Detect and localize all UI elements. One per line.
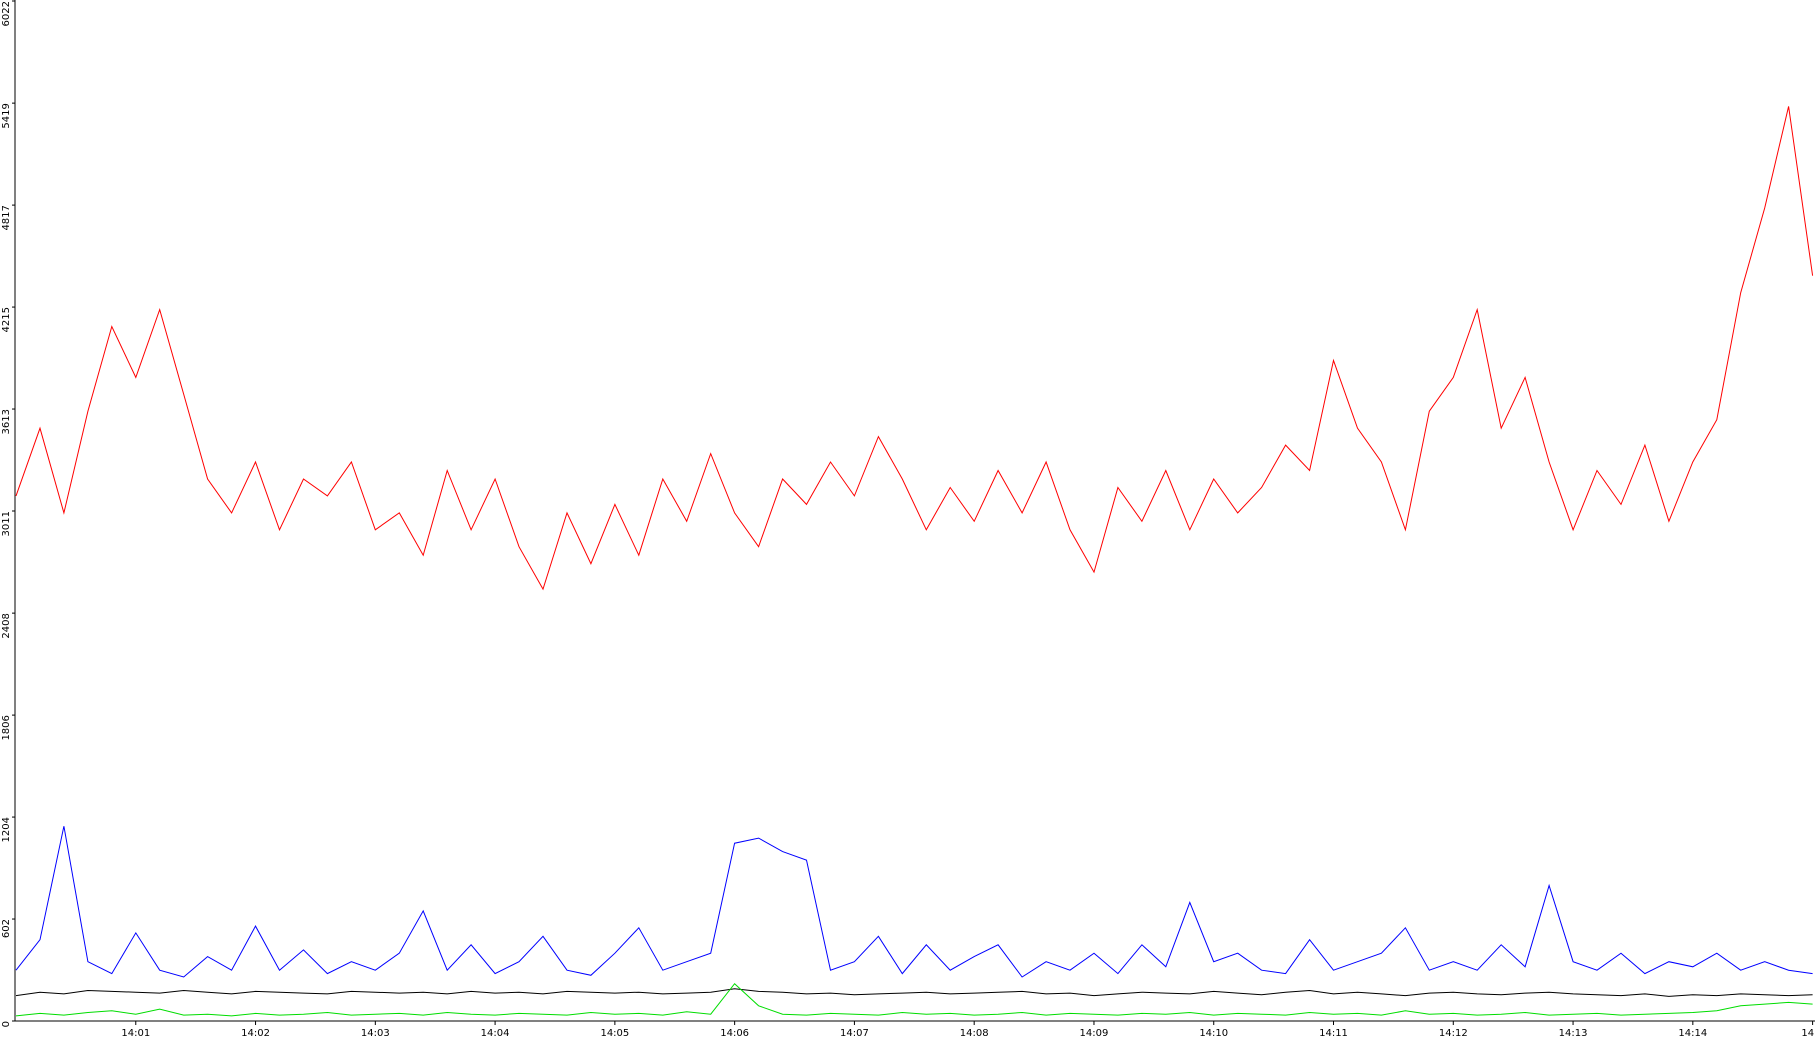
x-tick-label: 14:02: [241, 1028, 270, 1039]
x-tick-label: 14:09: [1080, 1028, 1109, 1039]
series-line: [15, 106, 1814, 591]
y-tick-label: 1806: [1, 715, 12, 740]
y-tick-label: 4817: [1, 205, 12, 230]
x-tick-label: 14:03: [361, 1028, 390, 1039]
x-tick-label: 14:11: [1319, 1028, 1348, 1039]
x-tick-label: 14:01: [121, 1028, 150, 1039]
x-tick-label: 14:12: [1439, 1028, 1468, 1039]
y-tick-label: 4215: [1, 307, 12, 332]
y-tick-label: 3011: [1, 511, 12, 536]
x-tick-label: 14:13: [1559, 1028, 1588, 1039]
x-tick-label: 14:05: [600, 1028, 629, 1039]
y-tick-label: 3613: [1, 409, 12, 434]
series-line: [15, 982, 1813, 1017]
y-tick-label: 1204: [1, 817, 12, 842]
x-tick-label: 14:08: [960, 1028, 989, 1039]
y-tick-label: 5419: [1, 103, 12, 128]
y-tick-label: 602: [1, 919, 12, 938]
x-tick-label: 14:10: [1199, 1028, 1228, 1039]
x-tick-label: 14:14: [1678, 1028, 1707, 1039]
y-tick-label: 6022: [1, 1, 12, 26]
x-tick-label: 14:06: [720, 1028, 749, 1039]
x-tick-label: 14:04: [481, 1028, 510, 1039]
x-tick-label: 14:07: [840, 1028, 869, 1039]
x-tick-label: 14:1: [1801, 1028, 1815, 1039]
y-tick-label: 0: [1, 1021, 12, 1027]
series-line: [15, 826, 1813, 978]
y-tick-label: 2408: [1, 613, 12, 638]
series-line: [15, 988, 1813, 997]
